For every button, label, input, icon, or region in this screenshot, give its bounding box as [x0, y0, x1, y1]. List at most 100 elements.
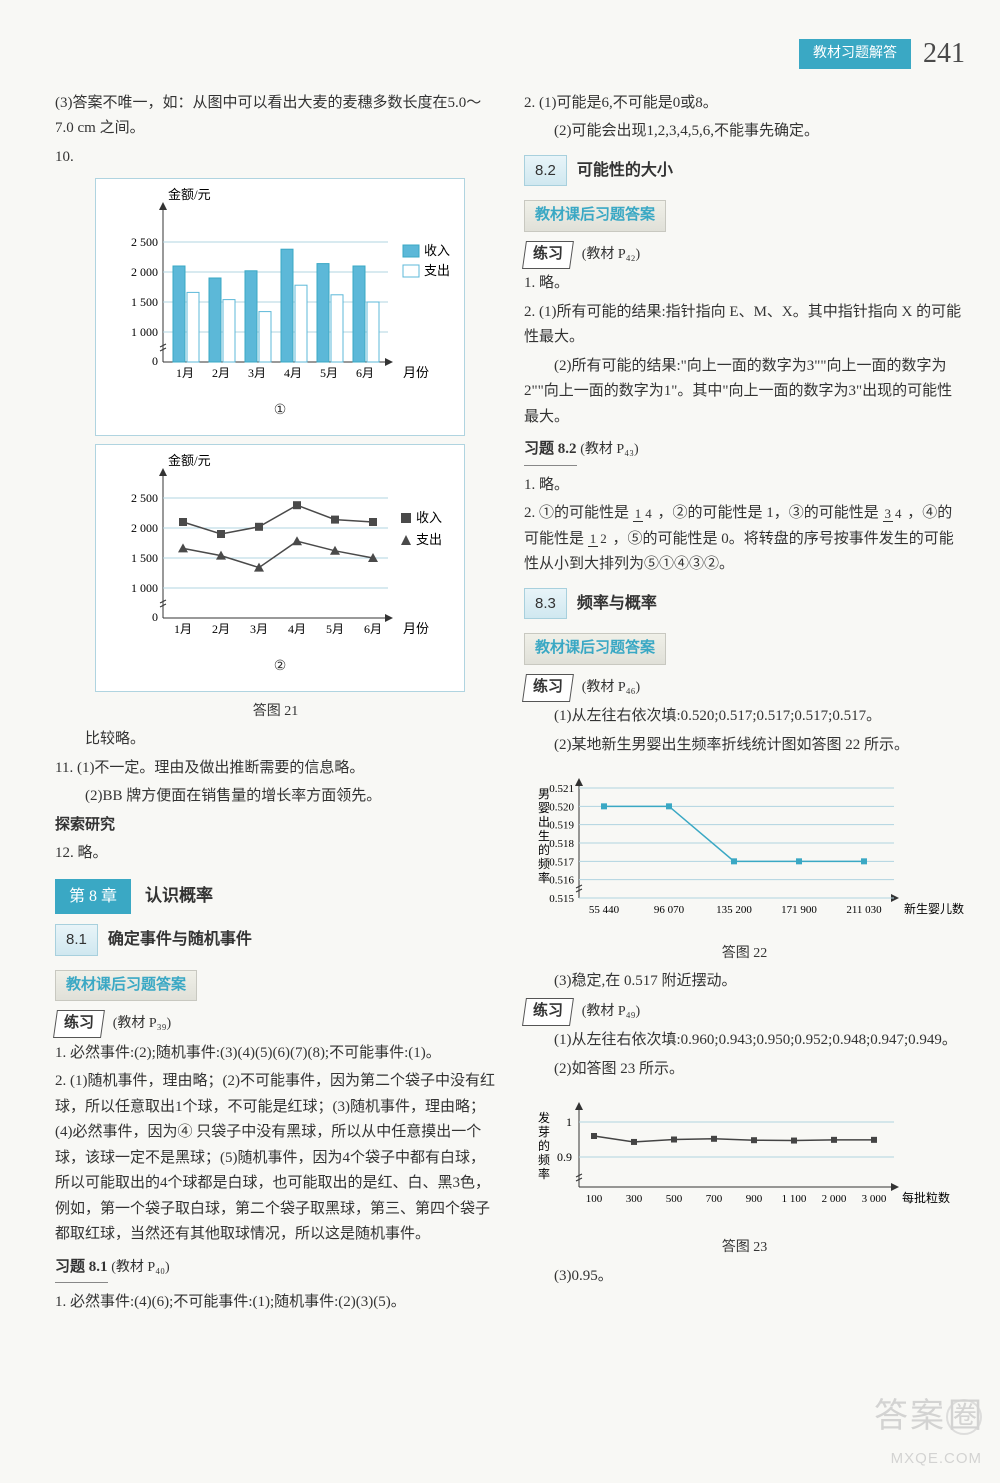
svg-text:0.9: 0.9 — [557, 1150, 572, 1164]
svg-text:2 500: 2 500 — [131, 235, 158, 249]
p83-1: (1)从左往右依次填:0.520;0.517;0.517;0.517;0.517… — [524, 704, 965, 730]
svg-text:收入: 收入 — [424, 243, 450, 258]
sec82-name: 可能性的大小 — [577, 157, 673, 184]
svg-text:500: 500 — [666, 1193, 683, 1205]
svg-text:3月: 3月 — [248, 366, 266, 380]
svg-text:支出: 支出 — [424, 263, 450, 278]
p83b-3: (3)0.95。 — [524, 1264, 965, 1290]
p81-1: 1. 必然事件:(2);随机事件:(3)(4)(5)(6)(7)(8);不可能事… — [55, 1041, 496, 1067]
watermark: 答案圈 MXQE.COM — [874, 1388, 982, 1471]
line-chart-box: 金额/元 0 1 000 1 500 2 000 2 500 — [95, 444, 465, 692]
svg-text:100: 100 — [586, 1193, 603, 1205]
practice-ref-81: (教材 P₃₉) — [113, 1016, 171, 1031]
line-fignum: ② — [108, 655, 452, 679]
chart22-svg: 男婴出生的频率 0.5150.5160.5170.5180.5190.5200.… — [524, 768, 964, 928]
svg-text:4月: 4月 — [284, 366, 302, 380]
svg-text:收入: 收入 — [416, 510, 442, 525]
svg-text:2月: 2月 — [212, 366, 230, 380]
right-column: 2. (1)可能是6,不可能是0或8。 (2)可能会出现1,2,3,4,5,6,… — [524, 88, 965, 1319]
svg-text:1 000: 1 000 — [131, 581, 158, 595]
practice-ref-82: (教材 P₄₂) — [582, 247, 640, 262]
bar-chart-svg: 金额/元 0 1 000 1 500 2 000 2 500 — [108, 187, 454, 397]
svg-text:0.518: 0.518 — [549, 838, 574, 850]
answers-banner-83: 教材课后习题答案 — [524, 633, 666, 665]
practice-ref-83b: (教材 P₄₉) — [582, 1004, 640, 1019]
svg-text:1月: 1月 — [174, 622, 192, 636]
page-number: 241 — [923, 30, 965, 78]
chapter-banner: 第 8 章 认识概率 — [55, 879, 496, 914]
sec83-num: 8.3 — [524, 588, 567, 620]
svg-text:135 200: 135 200 — [716, 904, 752, 916]
xiti82-label: 习题 8.2 — [524, 441, 577, 457]
svg-text:1: 1 — [566, 1115, 572, 1129]
svg-text:0: 0 — [152, 610, 158, 624]
q11b: (2)BB 牌方便面在销售量的增长率方面领先。 — [55, 784, 496, 810]
svg-text:月份: 月份 — [403, 621, 429, 636]
svg-text:金额/元: 金额/元 — [168, 453, 211, 468]
sec83-name: 频率与概率 — [577, 590, 657, 617]
svg-text:1 000: 1 000 — [131, 325, 158, 339]
xiti81-label: 习题 8.1 — [55, 1259, 108, 1275]
svg-text:6月: 6月 — [356, 366, 374, 380]
practice-box-81: 练习 — [53, 1010, 105, 1038]
p81-2: 2. (1)随机事件，理由略；(2)不可能事件，因为第二个袋子中没有红球，所以任… — [55, 1069, 496, 1248]
p82-1: 1. 略。 — [524, 271, 965, 297]
xiti81-ref: (教材 P₄₀) — [111, 1260, 169, 1275]
practice-box-82: 练习 — [522, 241, 574, 269]
bar-ytitle: 金额/元 — [168, 187, 211, 202]
svg-text:每批粒数: 每批粒数 — [902, 1190, 950, 1205]
svg-text:新生婴儿数: 新生婴儿数 — [904, 901, 964, 916]
section-8-3: 8.3 频率与概率 — [524, 588, 965, 620]
svg-text:月份: 月份 — [403, 365, 429, 380]
svg-text:1月: 1月 — [176, 366, 194, 380]
left-column: (3)答案不唯一，如：从图中可以看出大麦的麦穗多数长度在5.0～7.0 cm 之… — [55, 88, 496, 1319]
sec81-num: 8.1 — [55, 924, 98, 956]
answers-banner-81: 教材课后习题答案 — [55, 970, 197, 1002]
svg-text:6月: 6月 — [364, 622, 382, 636]
bar-chart-box: 金额/元 0 1 000 1 500 2 000 2 500 — [95, 178, 465, 436]
svg-text:2月: 2月 — [212, 622, 230, 636]
svg-text:0.515: 0.515 — [549, 893, 574, 905]
svg-text:3 000: 3 000 — [862, 1193, 887, 1205]
q11a: 11. (1)不一定。理由及做出推断需要的信息略。 — [55, 756, 496, 782]
page-header: 教材习题解答 241 — [55, 30, 965, 78]
svg-text:2 000: 2 000 — [131, 265, 158, 279]
q12: 12. 略。 — [55, 841, 496, 867]
svg-text:男婴出生的频率: 男婴出生的频率 — [538, 787, 550, 885]
q10-label: 10. — [55, 145, 496, 171]
chapter-num: 第 8 章 — [55, 879, 131, 914]
p83b-2: (2)如答图 23 所示。 — [524, 1057, 965, 1083]
svg-text:2 500: 2 500 — [131, 491, 158, 505]
fig22-caption: 答图 22 — [524, 942, 965, 966]
practice-box-83a: 练习 — [522, 674, 574, 702]
chart23-svg: 发芽的频率 1 0.9 1003005007009001 1002 0003 0… — [524, 1092, 964, 1222]
r-q2a: 2. (1)可能是6,不可能是0或8。 — [524, 91, 965, 117]
fig23-caption: 答图 23 — [524, 1236, 965, 1260]
svg-text:700: 700 — [706, 1193, 723, 1205]
q3-text: (3)答案不唯一，如：从图中可以看出大麦的麦穗多数长度在5.0～7.0 cm 之… — [55, 91, 496, 142]
svg-text:0.516: 0.516 — [549, 875, 574, 887]
svg-text:发芽的频率: 发芽的频率 — [538, 1110, 550, 1181]
fig21-caption: 答图 21 — [55, 700, 496, 724]
svg-text:2 000: 2 000 — [131, 521, 158, 535]
explore-heading: 探索研究 — [55, 817, 115, 833]
bar-fignum: ① — [108, 399, 452, 423]
r-q2b: (2)可能会出现1,2,3,4,5,6,不能事先确定。 — [524, 119, 965, 145]
svg-text:55 440: 55 440 — [589, 904, 620, 916]
compare-note: 比较略。 — [55, 727, 496, 753]
svg-text:1 500: 1 500 — [131, 551, 158, 565]
svg-text:0: 0 — [152, 354, 158, 368]
svg-text:5月: 5月 — [326, 622, 344, 636]
svg-text:2 000: 2 000 — [822, 1193, 847, 1205]
svg-text:900: 900 — [746, 1193, 763, 1205]
p82-2b: (2)所有可能的结果:"向上一面的数字为3""向上一面的数字为2""向上一面的数… — [524, 354, 965, 431]
xiti82-1: 1. 略。 — [524, 473, 965, 499]
xiti81-1: 1. 必然事件:(4)(6);不可能事件:(1);随机事件:(2)(3)(5)。 — [55, 1290, 496, 1316]
svg-text:0.519: 0.519 — [549, 820, 574, 832]
svg-text:1 100: 1 100 — [782, 1193, 807, 1205]
chart22-box: 男婴出生的频率 0.5150.5160.5170.5180.5190.5200.… — [524, 768, 965, 938]
practice-box-83b: 练习 — [522, 998, 574, 1026]
p83-3: (3)稳定,在 0.517 附近摆动。 — [524, 969, 965, 995]
p83b-1: (1)从左往右依次填:0.960;0.943;0.950;0.952;0.948… — [524, 1028, 965, 1054]
svg-text:96 070: 96 070 — [654, 904, 685, 916]
